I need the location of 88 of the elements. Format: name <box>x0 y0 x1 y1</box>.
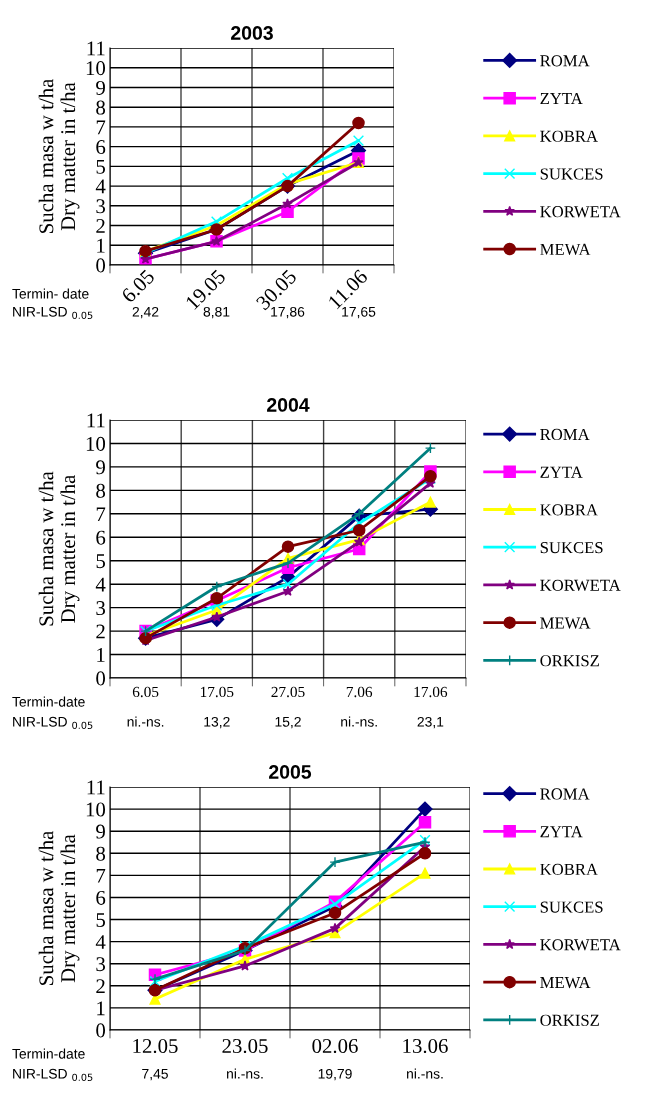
y-tick-label: 9 <box>96 824 105 839</box>
x-tick-label: 23.05 <box>222 1038 268 1054</box>
y-tick-label: 9 <box>96 80 105 95</box>
y-tick-label: 5 <box>96 913 106 927</box>
y-tick-label: 3 <box>96 957 106 972</box>
x-tick-label: 12.05 <box>133 1038 178 1054</box>
y-tick-label: 9 <box>96 460 105 475</box>
legend-label: KOBRA <box>540 504 598 516</box>
x-tick-label: 27.05 <box>271 686 305 698</box>
text: 19,79 <box>318 1068 352 1081</box>
text: ni.-ns. <box>407 1068 443 1079</box>
legend-label: ZYTA <box>540 826 583 838</box>
x-tick-label: 6.05 <box>132 686 159 698</box>
y-tick-label: 8 <box>96 100 106 115</box>
text: 13,2 <box>204 716 230 729</box>
chart-title: 2004 <box>267 398 310 412</box>
x-tick-label: 17.05 <box>200 686 234 698</box>
legend-label: SUKCES <box>540 542 603 554</box>
x-tick-label: 02.06 <box>312 1038 358 1054</box>
legend-label: ZYTA <box>540 466 583 478</box>
text: ni.-ns. <box>341 716 377 727</box>
legend-label: KORWETA <box>540 579 621 592</box>
text: Termin- date <box>12 288 89 299</box>
y-tick-label: 1 <box>97 1001 105 1016</box>
legend-label: ROMA <box>540 428 590 441</box>
y-tick-label: 11 <box>87 41 105 56</box>
y-tick-label: 0 <box>96 671 106 686</box>
y-tick-label: 7 <box>96 507 106 522</box>
legend-label: MEWA <box>540 617 591 629</box>
y-tick-label: 7 <box>96 868 106 883</box>
y-tick-label: 10 <box>86 802 106 817</box>
text: Termin-date <box>12 1048 85 1059</box>
y-tick-label: 5 <box>96 159 106 174</box>
text: NIR-LSD $_{0.05}$ <box>13 716 93 729</box>
text: ni.-ns. <box>127 716 164 727</box>
y-tick-label: 1 <box>97 238 105 253</box>
legend-label: ORKISZ <box>540 1014 599 1026</box>
legend-label: ROMA <box>540 788 590 800</box>
y-tick-label: 8 <box>96 846 106 861</box>
legend-label: ZYTA <box>540 92 583 104</box>
y-tick-label: 0 <box>96 1023 106 1038</box>
y-tick-label: 6 <box>96 530 106 545</box>
y-axis-title: Sucha masa w t/ha Dry matter in t/ha <box>38 471 80 626</box>
y-tick-label: 6 <box>96 140 106 155</box>
text: NIR-LSD $_{0.05}$ <box>13 1068 93 1081</box>
legend-label: MEWA <box>540 243 591 256</box>
x-tick-label: 7.06 <box>346 686 373 698</box>
text: 7,45 <box>142 1069 168 1081</box>
y-tick-label: 1 <box>97 648 105 662</box>
y-tick-label: 2 <box>96 218 105 233</box>
y-tick-label: 10 <box>86 61 106 76</box>
y-tick-label: 6 <box>96 890 106 905</box>
text: 15,2 <box>275 716 301 729</box>
y-tick-label: 8 <box>96 483 106 498</box>
text: NIR-LSD $_{0.05}$ <box>13 306 93 319</box>
legend-label: KORWETA <box>540 939 621 951</box>
text: ni.-ns. <box>227 1068 263 1079</box>
y-tick-label: 0 <box>96 258 106 273</box>
y-tick-label: 11 <box>87 780 105 795</box>
legend-label: KOBRA <box>540 863 598 876</box>
text: 23,1 <box>417 716 444 729</box>
y-axis-title: Sucha masa w t/ha Dry matter in t/ha <box>38 830 80 985</box>
x-tick-label: 13.06 <box>403 1038 448 1054</box>
y-tick-label: 2 <box>96 624 105 639</box>
y-tick-label: 4 <box>95 577 106 592</box>
text: 2,42 <box>132 306 159 319</box>
legend-label: SUKCES <box>540 901 603 913</box>
text: Termin-date <box>12 696 85 707</box>
x-tick-label: 6.05 <box>120 268 156 304</box>
legend-label: KORWETA <box>540 206 621 218</box>
legend-label: ORKISZ <box>540 655 599 667</box>
chart-title: 2005 <box>269 765 312 779</box>
y-tick-label: 2 <box>96 979 105 994</box>
legend-label: MEWA <box>540 976 591 989</box>
y-tick-label: 4 <box>95 935 106 949</box>
y-axis-title: Sucha masa w t/ha Dry matter in t/ha <box>38 78 80 233</box>
y-tick-label: 11 <box>87 413 105 428</box>
legend-label: KOBRA <box>540 130 598 142</box>
chart-title: 2003 <box>231 26 273 40</box>
y-tick-label: 10 <box>86 436 106 451</box>
x-tick-label: 17.06 <box>414 686 448 698</box>
legend-label: SUKCES <box>540 168 603 180</box>
y-tick-label: 7 <box>96 120 106 135</box>
y-tick-label: 3 <box>96 601 106 616</box>
legend-label: ROMA <box>540 55 590 67</box>
y-tick-label: 4 <box>95 179 106 194</box>
y-tick-label: 3 <box>96 199 106 214</box>
y-tick-label: 5 <box>96 554 106 569</box>
